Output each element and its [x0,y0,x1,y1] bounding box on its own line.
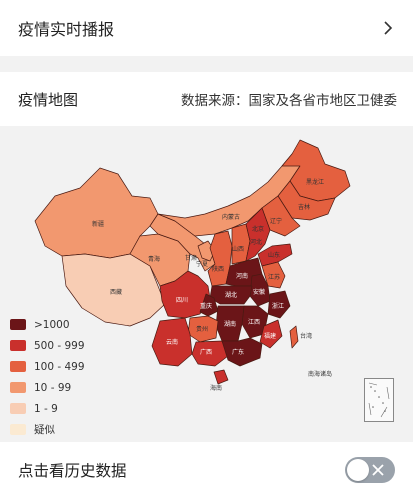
legend-label: 10 - 99 [34,381,72,394]
legend-swatch [10,424,26,435]
legend-label: 疑似 [34,424,55,436]
label-ningxia: 宁夏 [196,260,208,268]
label-xizang: 西藏 [110,288,122,296]
province-fujian[interactable] [259,319,283,349]
epidemic-map[interactable]: 黑龙江 吉林 辽宁 内蒙古 新疆 西藏 青海 甘肃 宁夏 陕西 山西 河北 北京… [0,126,413,436]
legend-item[interactable]: 500 - 999 [10,335,85,356]
legend-item[interactable]: 10 - 99 [10,377,85,398]
label-shanxi: 山西 [232,245,244,253]
map-legend: >1000 500 - 999 100 - 499 10 - 99 1 - 9 … [10,314,85,440]
legend-swatch [10,340,26,351]
label-heilongjiang: 黑龙江 [306,178,324,186]
legend-swatch [10,382,26,393]
label-henan: 河南 [236,272,248,280]
history-toggle[interactable] [345,456,395,483]
label-hainan: 海南 [210,384,222,392]
label-jiangsu: 江苏 [268,273,280,281]
label-liaoning: 辽宁 [270,217,282,225]
label-jiangxi: 江西 [248,319,260,326]
legend-label: 100 - 499 [34,360,85,373]
legend-item[interactable]: 1 - 9 [10,398,85,419]
province-hainan[interactable] [213,369,229,385]
toggle-knob [347,458,369,481]
province-hebei[interactable] [245,207,271,262]
label-anhui: 安徽 [253,288,265,296]
province-jilin[interactable] [277,180,336,221]
history-row: 点击看历史数据 [0,442,413,497]
province-chongqing[interactable] [199,293,219,317]
map-header: 疫情地图 数据来源：国家及各省市地区卫健委 [0,72,413,126]
realtime-report-title: 疫情实时播报 [18,20,115,39]
label-shandong: 山东 [268,251,280,259]
province-guangdong[interactable] [221,337,263,367]
label-zhejiang: 浙江 [272,302,284,310]
label-xinjiang: 新疆 [92,220,104,228]
label-chongqing: 重庆 [200,302,212,310]
legend-label: 500 - 999 [34,339,85,352]
label-gansu: 甘肃 [185,254,197,262]
label-fujian: 福建 [264,332,276,340]
chevron-right-icon [381,21,395,35]
legend-swatch [10,361,26,372]
label-jilin: 吉林 [298,203,310,211]
province-taiwan[interactable] [289,325,299,349]
label-qinghai: 青海 [148,255,160,263]
province-yunnan[interactable] [151,317,193,367]
legend-label: 1 - 9 [34,402,58,415]
label-beijing: 北京 [252,225,264,233]
map-title: 疫情地图 [18,90,79,109]
label-guizhou: 贵州 [196,325,208,333]
legend-item[interactable]: >1000 [10,314,85,335]
legend-label: >1000 [34,318,70,331]
label-hubei: 湖北 [225,291,237,299]
province-zhejiang[interactable] [267,290,291,319]
province-qinghai[interactable] [129,233,191,287]
label-yunnan: 云南 [166,338,178,346]
history-title: 点击看历史数据 [18,461,127,480]
label-neimenggu: 内蒙古 [222,213,240,221]
province-jiangsu[interactable] [261,261,286,289]
legend-swatch [10,403,26,414]
label-hunan: 湖南 [224,320,236,328]
label-sichuan: 四川 [176,297,188,304]
province-shaanxi[interactable] [207,230,233,287]
label-south-sea: 南海诸岛 [308,370,332,378]
china-map[interactable]: 黑龙江 吉林 辽宁 内蒙古 新疆 西藏 青海 甘肃 宁夏 陕西 山西 河北 北京… [0,126,413,434]
label-shaanxi: 陕西 [212,265,224,273]
label-hebei: 河北 [250,238,262,246]
legend-swatch [10,319,26,330]
data-source: 数据来源：国家及各省市地区卫健委 [181,93,397,109]
south-sea-inset [364,378,394,422]
legend-item[interactable]: 疑似 [10,419,85,440]
legend-item[interactable]: 100 - 499 [10,356,85,377]
label-guangxi: 广西 [200,348,212,356]
close-icon [370,462,386,478]
label-guangdong: 广东 [232,348,244,356]
label-taiwan: 台湾 [300,332,312,340]
realtime-report-row[interactable]: 疫情实时播报 [0,0,413,56]
